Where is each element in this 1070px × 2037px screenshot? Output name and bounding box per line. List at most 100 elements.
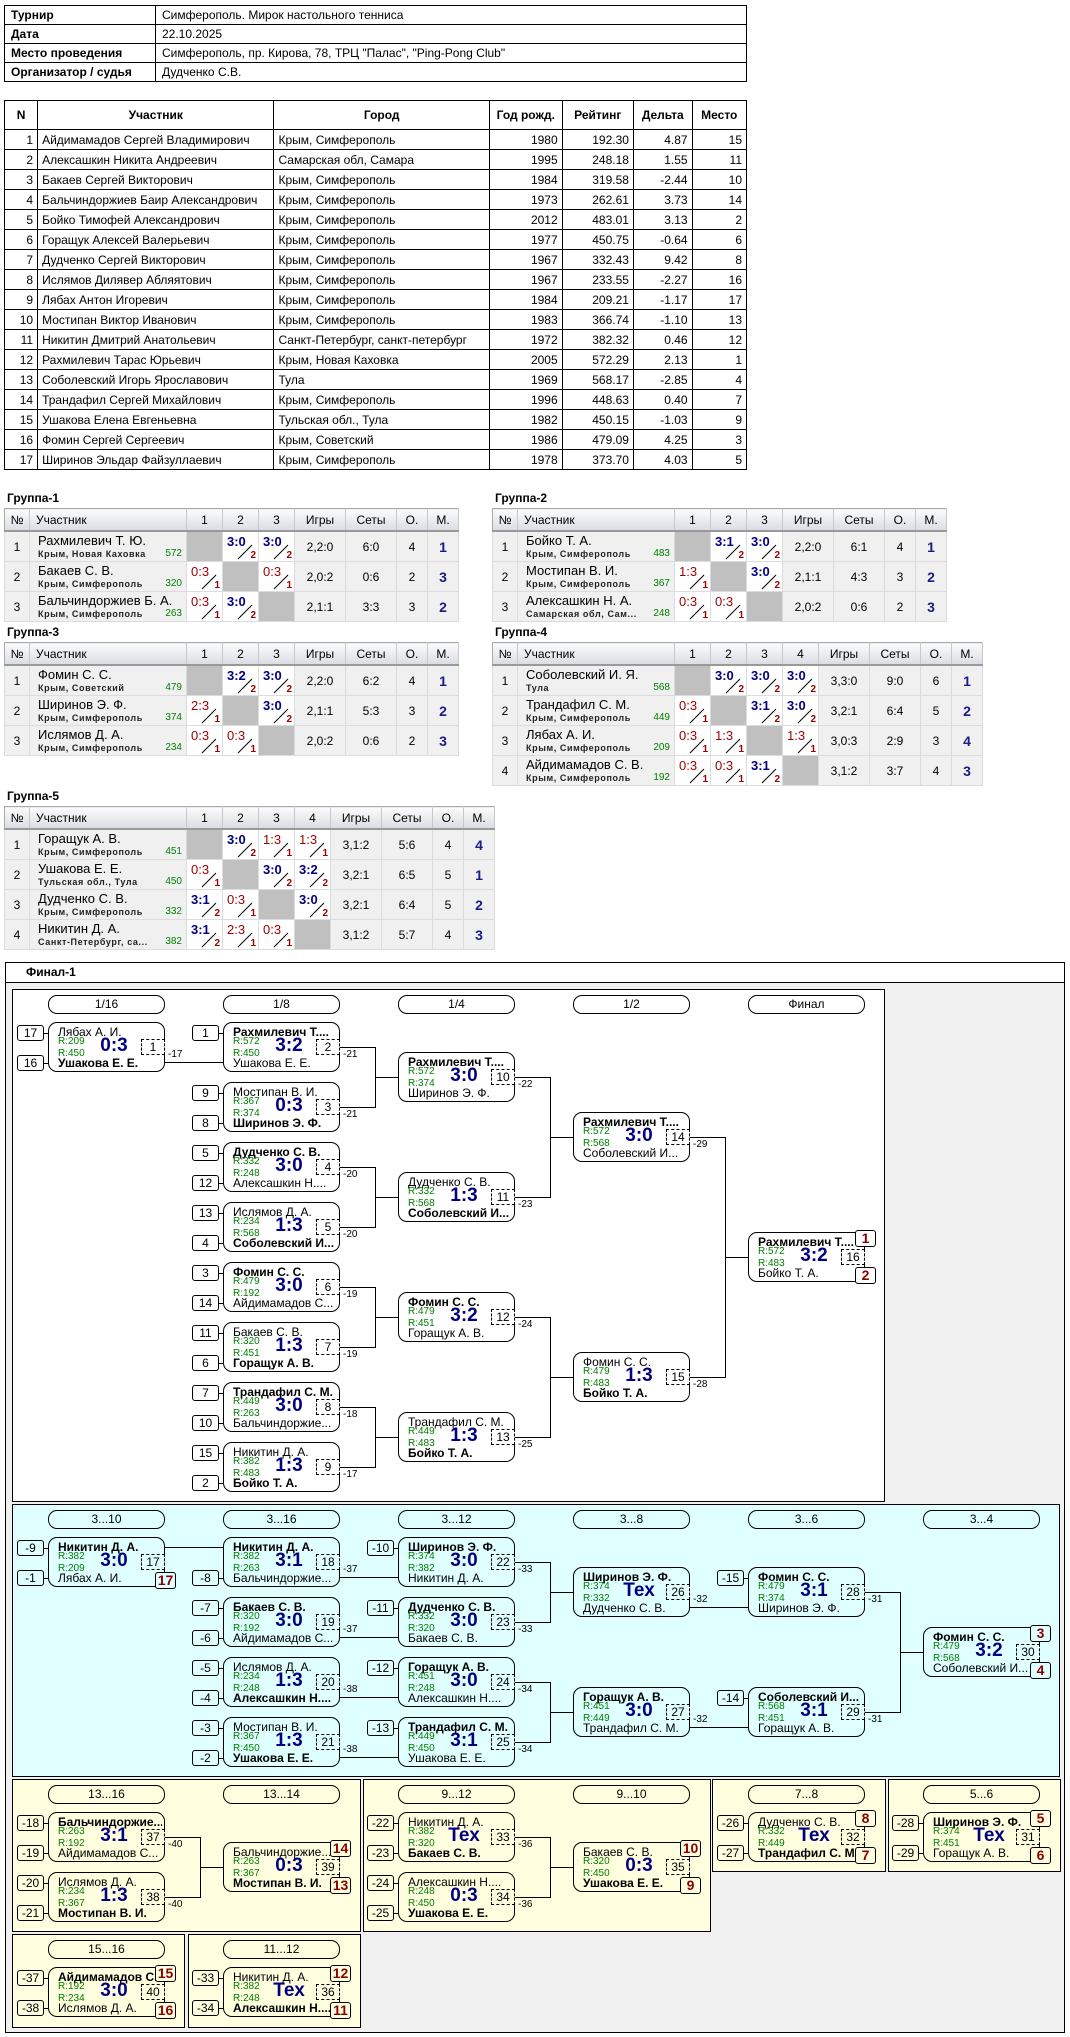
bracket-match[interactable]: Трандафил С. М. R:449 R:450 3:1 Ушакова Е. Е… bbox=[398, 1717, 515, 1767]
self-match-cell bbox=[746, 725, 783, 756]
group-head: № Участник 1 2 3 Игры Сеты О. М. bbox=[4, 508, 459, 532]
bracket-match[interactable]: Мостипан В. И. R:367 R:450 1:3 Ушакова Е. Е.… bbox=[223, 1717, 340, 1767]
match-result-cell[interactable]: 3:1 2 bbox=[746, 755, 783, 786]
match-result-cell[interactable]: 3:0 2 bbox=[710, 664, 747, 696]
match-result-cell[interactable]: 3:0 2 bbox=[258, 664, 295, 696]
match-score: 0:3 bbox=[715, 758, 734, 773]
bracket-match[interactable]: Никитин Д. А. R:382 R:209 3:0 Лябах А. И. 17 bbox=[48, 1537, 165, 1587]
match-result-cell[interactable]: 3:0 2 bbox=[746, 561, 783, 592]
bracket-match[interactable]: Трандафил С. М. R:449 R:263 3:0 Бальчиндоржи… bbox=[223, 1382, 340, 1432]
match-result-cell[interactable]: 0:3 1 bbox=[674, 591, 711, 622]
match-result-cell[interactable]: 2:3 1 bbox=[186, 695, 223, 726]
bracket-match[interactable]: Бакаев С. В. R:320 R:192 3:0 Айдимамадов С..… bbox=[223, 1597, 340, 1647]
match-result-cell[interactable]: 0:3 1 bbox=[674, 695, 711, 726]
bracket-match[interactable]: Ислямов Д. А. R:234 R:367 1:3 Мостипан В. И.… bbox=[48, 1872, 165, 1922]
bracket-match[interactable]: Бакаев С. В. R:320 R:451 1:3 Горащук А. В. 7 bbox=[223, 1322, 340, 1372]
match-result-cell[interactable]: 1:3 1 bbox=[674, 561, 711, 592]
match-result-cell[interactable]: 0:3 1 bbox=[186, 859, 223, 890]
player-bottom-rating: R:263 bbox=[233, 1563, 260, 1574]
match-result-cell[interactable]: 0:3 1 bbox=[710, 755, 747, 786]
match-result-cell[interactable]: 3:1 2 bbox=[186, 889, 223, 920]
match-result-cell[interactable]: 1:3 1 bbox=[258, 828, 295, 860]
match-result-cell[interactable]: 3:0 2 bbox=[258, 859, 295, 890]
match-player-top: Ислямов Д. А. bbox=[233, 1205, 312, 1219]
bracket-match[interactable]: Рахмилевич Т.... R:572 R:374 3:0 Ширинов Э. … bbox=[398, 1052, 515, 1102]
bracket-match[interactable]: Никитин Д. А. R:382 R:320 Тех Бакаев С. В. 33 bbox=[398, 1812, 515, 1862]
participant-cell: 1983 bbox=[488, 309, 563, 330]
bracket-match[interactable]: Фомин С. С. R:479 R:568 3:2 Соболевский И...… bbox=[923, 1627, 1040, 1677]
bracket-match[interactable]: Никитин Д. А. R:382 R:263 3:1 Бальчиндоржие.… bbox=[223, 1537, 340, 1587]
diagonal-divider bbox=[309, 872, 325, 888]
player-top-rating: R:263 bbox=[58, 1826, 85, 1837]
match-result-cell[interactable]: 3:0 2 bbox=[222, 591, 259, 622]
bracket-match[interactable]: Дудченко С. В. R:332 R:320 3:0 Бакаев С. В. 2… bbox=[398, 1597, 515, 1647]
bracket-match[interactable]: Айдимамадов С... R:192 R:234 3:0 Ислямов Д. … bbox=[48, 1967, 165, 2017]
bracket-match[interactable]: Лябах А. И. R:209 R:450 0:3 Ушакова Е. Е. 1 bbox=[48, 1022, 165, 1072]
match-result-cell[interactable]: 3:0 2 bbox=[782, 695, 819, 726]
match-result-cell[interactable]: 3:1 2 bbox=[746, 695, 783, 726]
match-result-cell[interactable]: 3:0 2 bbox=[258, 530, 295, 562]
match-result-cell[interactable]: 3:0 2 bbox=[294, 889, 331, 920]
bracket-match[interactable]: Фомин С. С. R:479 R:374 3:1 Ширинов Э. Ф. 28 bbox=[748, 1567, 865, 1617]
bracket-match[interactable]: Горащук А. В. R:451 R:248 3:0 Алексашкин Н..… bbox=[398, 1657, 515, 1707]
match-result-cell[interactable]: 0:3 1 bbox=[186, 725, 223, 756]
match-result-cell[interactable]: 3:0 2 bbox=[222, 530, 259, 562]
column-header: Город bbox=[273, 100, 490, 130]
place-value: 3 bbox=[427, 725, 459, 756]
match-result-cell[interactable]: 0:3 1 bbox=[222, 725, 259, 756]
bracket-match[interactable]: Ислямов Д. А. R:234 R:248 1:3 Алексашкин Н..… bbox=[223, 1657, 340, 1707]
bracket-match[interactable]: Бальчиндоржие... R:263 R:192 3:1 Айдимамадов… bbox=[48, 1812, 165, 1862]
bracket-match[interactable]: Рахмилевич Т.... R:572 R:450 3:2 Ушакова Е. … bbox=[223, 1022, 340, 1072]
match-player-top: Айдимамадов С... bbox=[58, 1970, 162, 1984]
match-result-cell[interactable]: 0:3 1 bbox=[186, 561, 223, 592]
bracket-match[interactable]: Рахмилевич Т.... R:572 R:483 3:2 Бойко Т. А.… bbox=[748, 1232, 865, 1282]
match-result-cell[interactable]: 1:3 1 bbox=[294, 828, 331, 860]
match-result-cell[interactable]: 2:3 1 bbox=[222, 919, 259, 950]
match-result-cell[interactable]: 3:1 2 bbox=[186, 919, 223, 950]
bracket-match[interactable]: Фомин С. С. R:479 R:483 1:3 Бойко Т. А. 15 bbox=[573, 1352, 690, 1402]
match-result-cell[interactable]: 1:3 1 bbox=[710, 725, 747, 756]
match-number: 36 bbox=[316, 1984, 340, 2000]
bracket-match[interactable]: Никитин Д. А. R:382 R:483 1:3 Бойко Т. А. 9 bbox=[223, 1442, 340, 1492]
bracket-match[interactable]: Алексашкин Н.... R:248 R:450 0:3 Ушакова Е. … bbox=[398, 1872, 515, 1922]
bracket-match[interactable]: Соболевский И... R:568 R:451 3:1 Горащук А. … bbox=[748, 1687, 865, 1737]
bracket-match[interactable]: Ширинов Э. Ф. R:374 R:332 Тех Дудченко С. В.… bbox=[573, 1567, 690, 1617]
bracket-match[interactable]: Трандафил С. М. R:449 R:483 1:3 Бойко Т. А. 1… bbox=[398, 1412, 515, 1462]
match-result-cell[interactable]: 3:0 2 bbox=[782, 664, 819, 696]
match-result-cell[interactable]: 0:3 1 bbox=[258, 561, 295, 592]
match-player-top: Рахмилевич Т.... bbox=[758, 1235, 854, 1249]
bracket-match[interactable]: Ширинов Э. Ф. R:374 R:382 3:0 Никитин Д. А. 2… bbox=[398, 1537, 515, 1587]
match-result-cell[interactable]: 0:3 1 bbox=[222, 889, 259, 920]
place-value: 3 bbox=[427, 561, 459, 592]
seed-box: -29 bbox=[892, 1845, 919, 1861]
match-result-cell[interactable]: 0:3 1 bbox=[258, 919, 295, 950]
match-result-cell[interactable]: 3:1 2 bbox=[710, 530, 747, 562]
bracket-match[interactable]: Ислямов Д. А. R:234 R:568 1:3 Соболевский И.… bbox=[223, 1202, 340, 1252]
bracket-match[interactable]: Дудченко С. В. R:332 R:449 Тех Трандафил С. … bbox=[748, 1812, 865, 1862]
bracket-match[interactable]: Горащук А. В. R:451 R:449 3:0 Трандафил С. М… bbox=[573, 1687, 690, 1737]
bracket-match[interactable]: Рахмилевич Т.... R:572 R:568 3:0 Соболевский… bbox=[573, 1112, 690, 1162]
group-column-header: Игры bbox=[330, 806, 382, 830]
match-result-cell[interactable]: 0:3 1 bbox=[674, 725, 711, 756]
match-result-cell[interactable]: 3:0 2 bbox=[746, 664, 783, 696]
match-result-cell[interactable]: 3:0 2 bbox=[222, 828, 259, 860]
bracket-match[interactable]: Ширинов Э. Ф. R:374 R:451 Тех Горащук А. В. 3… bbox=[923, 1812, 1040, 1862]
bracket-match[interactable]: Фомин С. С. R:479 R:192 3:0 Айдимамадов С...… bbox=[223, 1262, 340, 1312]
participant-cell: 9 bbox=[691, 409, 748, 430]
match-result-cell[interactable]: 3:2 2 bbox=[222, 664, 259, 696]
bracket-match[interactable]: Фомин С. С. R:479 R:451 3:2 Горащук А. В. 12 bbox=[398, 1292, 515, 1342]
match-result-cell[interactable]: 0:3 1 bbox=[186, 591, 223, 622]
bracket-match[interactable]: Дудченко С. В. R:332 R:568 1:3 Соболевский И… bbox=[398, 1172, 515, 1222]
match-result-cell[interactable]: 0:3 1 bbox=[674, 755, 711, 786]
bracket-match[interactable]: Никитин Д. А. R:382 R:248 Тех Алексашкин Н..… bbox=[223, 1967, 340, 2017]
points-value: 3 bbox=[396, 695, 428, 726]
bracket-match[interactable]: Бакаев С. В. R:320 R:450 0:3 Ушакова Е. Е. 35 bbox=[573, 1842, 690, 1892]
match-result-cell[interactable]: 3:2 2 bbox=[294, 859, 331, 890]
match-result-cell[interactable]: 3:0 2 bbox=[258, 695, 295, 726]
match-result-cell[interactable]: 0:3 1 bbox=[710, 591, 747, 622]
match-result-cell[interactable]: 3:0 2 bbox=[746, 530, 783, 562]
match-result-cell[interactable]: 1:3 1 bbox=[782, 725, 819, 756]
bracket-match[interactable]: Мостипан В. И. R:367 R:374 0:3 Ширинов Э. Ф.… bbox=[223, 1082, 340, 1132]
bracket-match[interactable]: Дудченко С. В. R:332 R:248 3:0 Алексашкин Н.… bbox=[223, 1142, 340, 1192]
bracket-match[interactable]: Бальчиндоржие... R:263 R:367 0:3 Мостипан В.… bbox=[223, 1842, 340, 1892]
